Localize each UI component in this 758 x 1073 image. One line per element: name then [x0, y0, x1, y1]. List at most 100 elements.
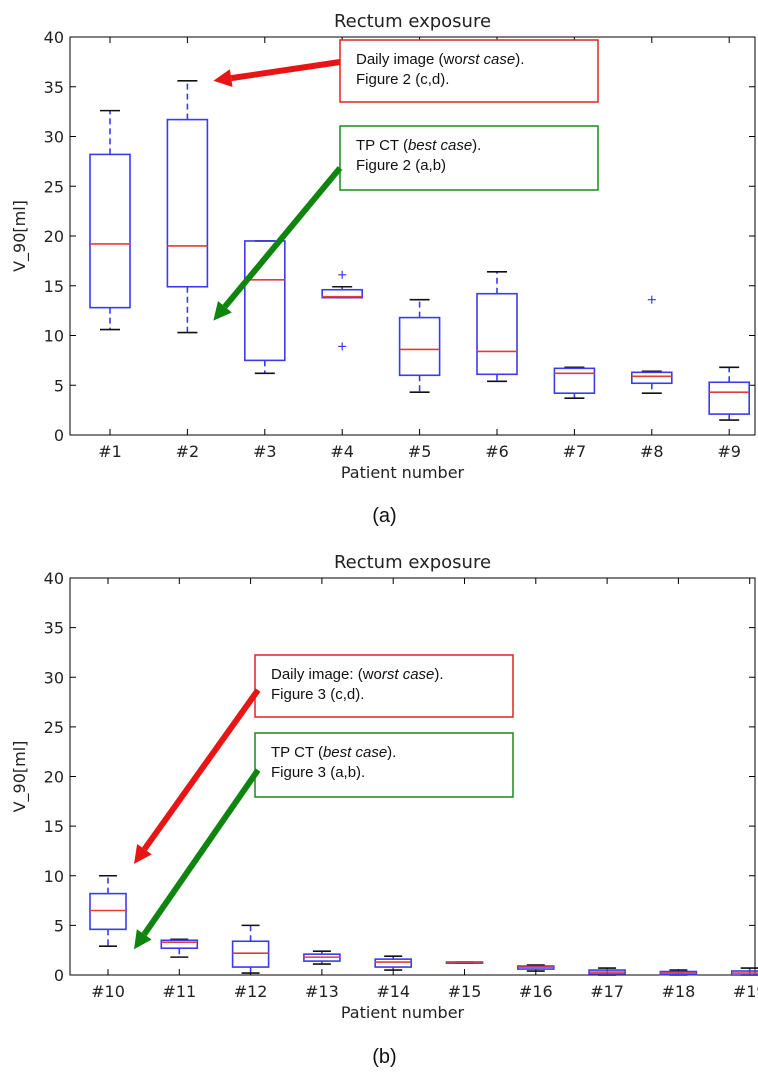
x-tick-label: #11	[162, 982, 196, 1001]
box-p6	[476, 271, 518, 383]
annotation-box	[339, 39, 599, 103]
x-axis-label: Patient number	[341, 463, 465, 482]
x-tick-label: #16	[519, 982, 553, 1001]
annotation-text: Figure 2 (a,b)	[356, 157, 446, 174]
panel-label: (a)	[372, 505, 396, 527]
x-tick-label: #5	[408, 442, 432, 461]
annotation-worst-case: Daily image (worst case). Figure 2 (c,d).	[213, 39, 599, 103]
annotation-text: TP CT (best case).	[271, 744, 396, 761]
x-tick-label: #13	[305, 982, 339, 1001]
x-tick-label: #2	[176, 442, 200, 461]
annotation-arrow	[141, 768, 261, 937]
annotation-text: Figure 3 (a,b).	[271, 764, 365, 781]
iqr-box	[708, 381, 751, 415]
y-tick-label: 20	[44, 768, 64, 787]
y-tick-label: 15	[44, 817, 64, 836]
x-axis-label: Patient number	[341, 1003, 465, 1022]
annotation-arrow	[230, 59, 341, 82]
x-tick-label: #15	[448, 982, 482, 1001]
annotation-best-case: TP CT (best case). Figure 2 (a,b)	[213, 125, 599, 321]
iqr-box	[553, 367, 596, 395]
box-p12	[231, 924, 270, 974]
iqr-box	[321, 288, 364, 299]
y-axis-label: V_90[ml]	[10, 741, 30, 813]
iqr-box	[160, 939, 199, 950]
box-p1	[89, 109, 131, 331]
box-p10	[89, 874, 127, 948]
y-tick-label: 35	[44, 619, 64, 638]
chart-title: Rectum exposure	[334, 552, 491, 573]
annotation-text: Daily image (worst case).	[356, 51, 524, 68]
outlier-marker	[338, 342, 347, 351]
y-tick-label: 30	[44, 668, 64, 687]
y-tick-label: 5	[54, 916, 64, 935]
box-p17	[588, 967, 626, 976]
y-tick-label: 25	[44, 177, 64, 196]
y-tick-label: 10	[44, 867, 64, 886]
iqr-box	[166, 118, 209, 288]
annotation-best-case: TP CT (best case). Figure 3 (a,b).	[134, 732, 514, 950]
x-tick-label: #14	[376, 982, 410, 1001]
y-tick-label: 40	[44, 569, 64, 588]
outlier-marker	[338, 270, 347, 279]
x-tick-label: #9	[717, 442, 741, 461]
box-p7	[553, 366, 596, 399]
annotation-box	[339, 125, 599, 191]
y-tick-label: 0	[54, 426, 64, 445]
annotation-text: Figure 2 (c,d).	[356, 71, 449, 88]
box-p11	[160, 938, 199, 958]
box-p18	[659, 969, 698, 976]
annotation-arrowhead	[213, 300, 232, 321]
box-p4	[321, 270, 364, 351]
x-tick-label: #10	[91, 982, 125, 1001]
x-tick-label: #6	[485, 442, 509, 461]
y-tick-label: 10	[44, 327, 64, 346]
x-tick-label: #1	[98, 442, 122, 461]
x-tick-label: #12	[234, 982, 268, 1001]
box-p19	[730, 967, 758, 976]
annotation-text: TP CT (best case).	[356, 137, 481, 154]
y-tick-label: 40	[44, 28, 64, 47]
iqr-box	[476, 292, 518, 376]
annotation-arrow	[222, 166, 343, 309]
box-p3	[244, 240, 286, 375]
y-axis-label: V_90[ml]	[10, 200, 30, 272]
y-tick-label: 0	[54, 966, 64, 985]
annotation-box	[254, 654, 514, 718]
box-p2	[166, 79, 209, 334]
iqr-box	[89, 892, 127, 931]
annotation-arrow	[142, 688, 261, 851]
annotation-arrowhead	[134, 929, 152, 950]
y-tick-label: 15	[44, 277, 64, 296]
chart-panel-2: Rectum exposure 0 5 10 15 20 25 30 35 40 #10 #11 #12…	[10, 552, 758, 1068]
annotation-worst-case: Daily image: (worst case). Figure 3 (c,d)…	[134, 654, 514, 864]
annotation-text: Daily image: (worst case).	[271, 666, 444, 683]
box-p14	[374, 955, 413, 971]
outlier-marker	[647, 295, 656, 304]
iqr-box	[630, 371, 673, 385]
box-p8	[630, 295, 673, 395]
y-tick-label: 35	[44, 78, 64, 97]
box-p5	[398, 298, 441, 394]
x-tick-label: #4	[330, 442, 354, 461]
y-tick-label: 30	[44, 128, 64, 147]
x-tick-label: #18	[662, 982, 696, 1001]
annotation-box	[254, 732, 514, 798]
iqr-box	[89, 153, 131, 309]
x-tick-label: #8	[640, 442, 664, 461]
box-p13	[303, 950, 341, 965]
chart-title: Rectum exposure	[334, 11, 491, 32]
box-p15	[445, 961, 484, 964]
iqr-box	[231, 940, 270, 968]
y-tick-label: 20	[44, 227, 64, 246]
chart-panel-1: Rectum exposure 0 5 10 15 20 25 30 35 40 #1 #2 #3 #4 #…	[10, 11, 756, 527]
iqr-box	[374, 958, 413, 968]
x-tick-label: #3	[253, 442, 277, 461]
panel-label: (b)	[372, 1046, 396, 1068]
box-p16	[516, 964, 555, 972]
iqr-box	[398, 316, 441, 377]
x-tick-label: #7	[563, 442, 587, 461]
x-tick-label: #19	[733, 982, 758, 1001]
y-tick-label: 25	[44, 718, 64, 737]
